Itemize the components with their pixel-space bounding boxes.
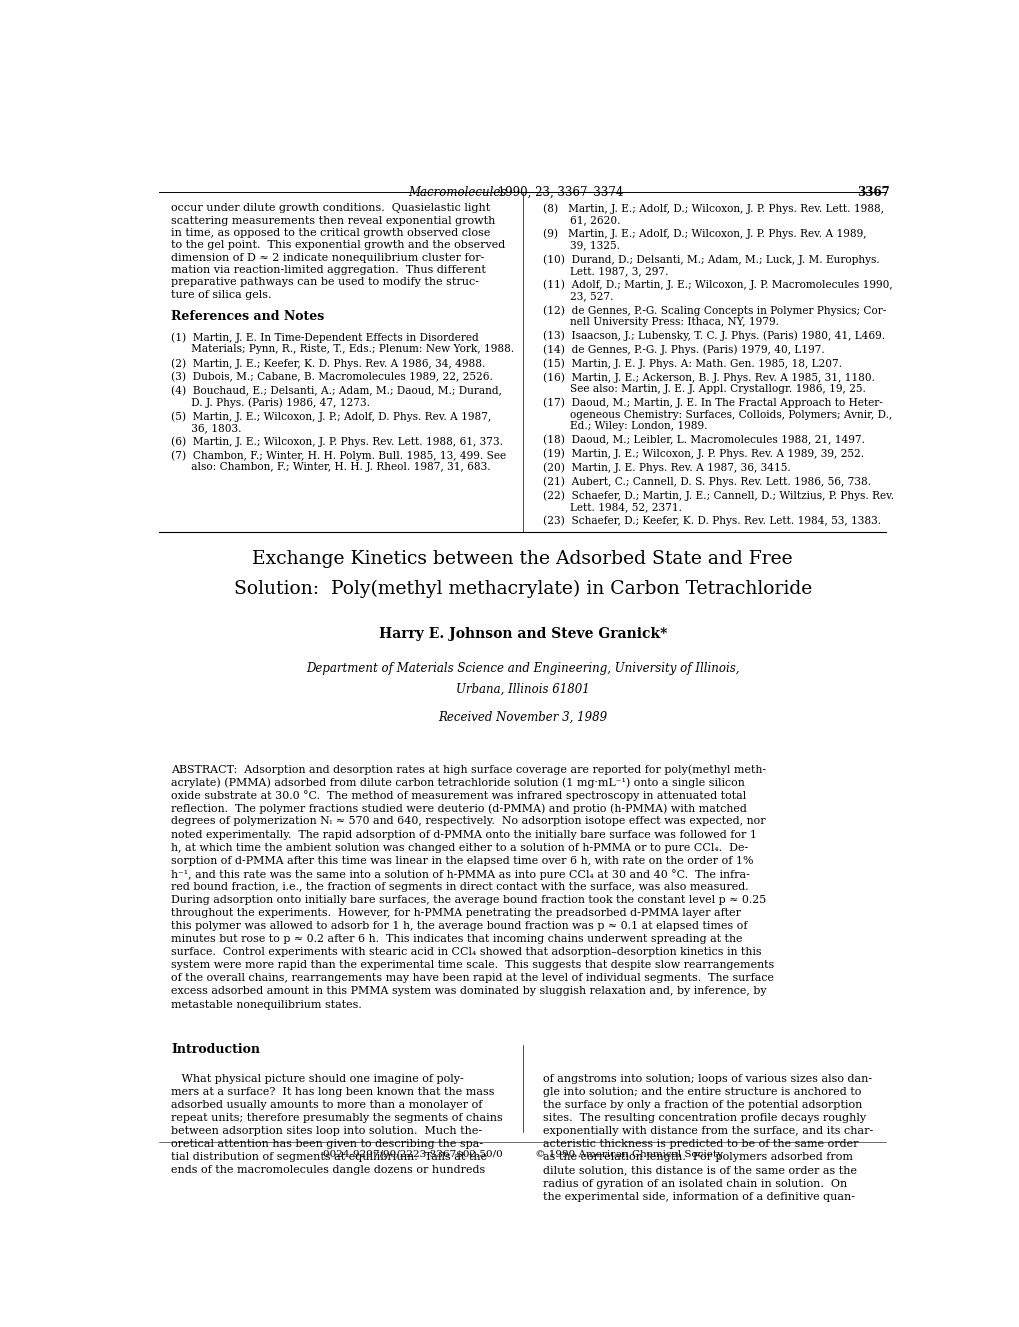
Text: dimension of D ≈ 2 indicate nonequilibrium cluster for-: dimension of D ≈ 2 indicate nonequilibri… — [171, 252, 484, 263]
Text: acrylate) (PMMA) adsorbed from dilute carbon tetrachloride solution (1 mg·mL⁻¹) : acrylate) (PMMA) adsorbed from dilute ca… — [171, 778, 744, 788]
Text: Received November 3, 1989: Received November 3, 1989 — [438, 711, 606, 725]
Text: Materials; Pynn, R., Riste, T., Eds.; Plenum: New York, 1988.: Materials; Pynn, R., Riste, T., Eds.; Pl… — [171, 344, 514, 354]
Text: of the overall chains, rearrangements may have been rapid at the level of indivi: of the overall chains, rearrangements ma… — [171, 974, 773, 983]
Text: ends of the macromolecules dangle dozens or hundreds: ends of the macromolecules dangle dozens… — [171, 1165, 485, 1176]
Text: (2)  Martin, J. E.; Keefer, K. D. Phys. Rev. A 1986, 34, 4988.: (2) Martin, J. E.; Keefer, K. D. Phys. R… — [171, 358, 485, 369]
Text: degrees of polymerization Nₗ ≈ 570 and 640, respectively.  No adsorption isotope: degrees of polymerization Nₗ ≈ 570 and 6… — [171, 816, 765, 827]
Text: (5)  Martin, J. E.; Wilcoxon, J. P.; Adolf, D. Phys. Rev. A 1987,: (5) Martin, J. E.; Wilcoxon, J. P.; Adol… — [171, 411, 491, 422]
Text: 1990, 23, 3367–3374: 1990, 23, 3367–3374 — [494, 186, 623, 199]
Text: the surface by only a fraction of the potential adsorption: the surface by only a fraction of the po… — [542, 1100, 861, 1111]
Text: 23, 527.: 23, 527. — [542, 292, 612, 301]
Text: (4)  Bouchaud, E.; Delsanti, A.; Adam, M.; Daoud, M.; Durand,: (4) Bouchaud, E.; Delsanti, A.; Adam, M.… — [171, 386, 501, 395]
Text: exponentially with distance from the surface, and its char-: exponentially with distance from the sur… — [542, 1127, 872, 1136]
Text: repeat units; therefore presumably the segments of chains: repeat units; therefore presumably the s… — [171, 1113, 502, 1123]
Text: sorption of d-PMMA after this time was linear in the elapsed time over 6 h, with: sorption of d-PMMA after this time was l… — [171, 856, 753, 865]
Text: metastable nonequilibrium states.: metastable nonequilibrium states. — [171, 999, 362, 1010]
Text: h⁻¹, and this rate was the same into a solution of h-PMMA as into pure CCl₄ at 3: h⁻¹, and this rate was the same into a s… — [171, 869, 749, 880]
Text: minutes but rose to p ≈ 0.2 after 6 h.  This indicates that incoming chains unde: minutes but rose to p ≈ 0.2 after 6 h. T… — [171, 934, 742, 945]
Text: 39, 1325.: 39, 1325. — [542, 240, 619, 251]
Text: also: Chambon, F.; Winter, H. H. J. Rheol. 1987, 31, 683.: also: Chambon, F.; Winter, H. H. J. Rheo… — [171, 462, 490, 472]
Text: ture of silica gels.: ture of silica gels. — [171, 289, 271, 300]
Text: Department of Materials Science and Engineering, University of Illinois,: Department of Materials Science and Engi… — [306, 662, 739, 675]
Text: (20)  Martin, J. E. Phys. Rev. A 1987, 36, 3415.: (20) Martin, J. E. Phys. Rev. A 1987, 36… — [542, 463, 790, 474]
Text: What physical picture should one imagine of poly-: What physical picture should one imagine… — [171, 1074, 464, 1084]
Text: D. J. Phys. (Paris) 1986, 47, 1273.: D. J. Phys. (Paris) 1986, 47, 1273. — [171, 397, 370, 407]
Text: References and Notes: References and Notes — [171, 311, 324, 322]
Text: (22)  Schaefer, D.; Martin, J. E.; Cannell, D.; Wiltzius, P. Phys. Rev.: (22) Schaefer, D.; Martin, J. E.; Cannel… — [542, 490, 893, 500]
Text: Solution:  Poly(methyl methacrylate) in Carbon Tetrachloride: Solution: Poly(methyl methacrylate) in C… — [233, 580, 811, 598]
Text: Introduction: Introduction — [171, 1043, 260, 1056]
Text: (21)  Aubert, C.; Cannell, D. S. Phys. Rev. Lett. 1986, 56, 738.: (21) Aubert, C.; Cannell, D. S. Phys. Re… — [542, 476, 870, 487]
Text: Harry E. Johnson and Steve Granick*: Harry E. Johnson and Steve Granick* — [378, 628, 666, 641]
Text: (10)  Durand, D.; Delsanti, M.; Adam, M.; Luck, J. M. Europhys.: (10) Durand, D.; Delsanti, M.; Adam, M.;… — [542, 255, 878, 265]
Text: (13)  Isaacson, J.; Lubensky, T. C. J. Phys. (Paris) 1980, 41, L469.: (13) Isaacson, J.; Lubensky, T. C. J. Ph… — [542, 330, 883, 341]
Text: (23)  Schaefer, D.; Keefer, K. D. Phys. Rev. Lett. 1984, 53, 1383.: (23) Schaefer, D.; Keefer, K. D. Phys. R… — [542, 516, 879, 527]
Text: noted experimentally.  The rapid adsorption of d-PMMA onto the initially bare su: noted experimentally. The rapid adsorpti… — [171, 829, 756, 840]
Text: (15)  Martin, J. E. J. Phys. A: Math. Gen. 1985, 18, L207.: (15) Martin, J. E. J. Phys. A: Math. Gen… — [542, 358, 841, 369]
Text: Exchange Kinetics between the Adsorbed State and Free: Exchange Kinetics between the Adsorbed S… — [252, 549, 793, 568]
Text: (8)   Martin, J. E.; Adolf, D.; Wilcoxon, J. P. Phys. Rev. Lett. 1988,: (8) Martin, J. E.; Adolf, D.; Wilcoxon, … — [542, 203, 882, 214]
Text: nell University Press: Ithaca, NY, 1979.: nell University Press: Ithaca, NY, 1979. — [542, 317, 777, 328]
Text: scattering measurements then reveal exponential growth: scattering measurements then reveal expo… — [171, 215, 495, 226]
Text: (9)   Martin, J. E.; Adolf, D.; Wilcoxon, J. P. Phys. Rev. A 1989,: (9) Martin, J. E.; Adolf, D.; Wilcoxon, … — [542, 228, 865, 239]
Text: reflection.  The polymer fractions studied were deuterio (d-PMMA) and protio (h-: reflection. The polymer fractions studie… — [171, 803, 746, 813]
Text: excess adsorbed amount in this PMMA system was dominated by sluggish relaxation : excess adsorbed amount in this PMMA syst… — [171, 986, 766, 997]
Text: See also: Martin, J. E. J. Appl. Crystallogr. 1986, 19, 25.: See also: Martin, J. E. J. Appl. Crystal… — [542, 384, 864, 394]
Text: radius of gyration of an isolated chain in solution.  On: radius of gyration of an isolated chain … — [542, 1178, 846, 1189]
Text: surface.  Control experiments with stearic acid in CCl₄ showed that adsorption–d: surface. Control experiments with steari… — [171, 947, 761, 957]
Text: (12)  de Gennes, P.-G. Scaling Concepts in Polymer Physics; Cor-: (12) de Gennes, P.-G. Scaling Concepts i… — [542, 305, 884, 316]
Text: 3367: 3367 — [856, 186, 889, 199]
Text: in time, as opposed to the critical growth observed close: in time, as opposed to the critical grow… — [171, 228, 490, 238]
Text: this polymer was allowed to adsorb for 1 h, the average bound fraction was p ≈ 0: this polymer was allowed to adsorb for 1… — [171, 921, 747, 932]
Text: During adsorption onto initially bare surfaces, the average bound fraction took : During adsorption onto initially bare su… — [171, 894, 765, 905]
Text: gle into solution; and the entire structure is anchored to: gle into solution; and the entire struct… — [542, 1087, 860, 1097]
Text: acteristic thickness is predicted to be of the same order: acteristic thickness is predicted to be … — [542, 1140, 857, 1149]
Text: 61, 2620.: 61, 2620. — [542, 215, 620, 226]
Text: throughout the experiments.  However, for h-PMMA penetrating the preadsorbed d-P: throughout the experiments. However, for… — [171, 908, 740, 918]
Text: the experimental side, information of a definitive quan-: the experimental side, information of a … — [542, 1192, 854, 1202]
Text: between adsorption sites loop into solution.  Much the-: between adsorption sites loop into solut… — [171, 1127, 482, 1136]
Text: mers at a surface?  It has long been known that the mass: mers at a surface? It has long been know… — [171, 1087, 494, 1097]
Text: (19)  Martin, J. E.; Wilcoxon, J. P. Phys. Rev. A 1989, 39, 252.: (19) Martin, J. E.; Wilcoxon, J. P. Phys… — [542, 449, 863, 459]
Text: (6)  Martin, J. E.; Wilcoxon, J. P. Phys. Rev. Lett. 1988, 61, 373.: (6) Martin, J. E.; Wilcoxon, J. P. Phys.… — [171, 437, 502, 447]
Text: dilute solution, this distance is of the same order as the: dilute solution, this distance is of the… — [542, 1165, 856, 1176]
Text: (1)  Martin, J. E. In Time-Dependent Effects in Disordered: (1) Martin, J. E. In Time-Dependent Effe… — [171, 333, 478, 344]
Text: (14)  de Gennes, P.-G. J. Phys. (Paris) 1979, 40, L197.: (14) de Gennes, P.-G. J. Phys. (Paris) 1… — [542, 345, 823, 356]
Text: ABSTRACT:  Adsorption and desorption rates at high surface coverage are reported: ABSTRACT: Adsorption and desorption rate… — [171, 764, 765, 775]
Text: (3)  Dubois, M.; Cabane, B. Macromolecules 1989, 22, 2526.: (3) Dubois, M.; Cabane, B. Macromolecule… — [171, 372, 492, 382]
Text: Lett. 1987, 3, 297.: Lett. 1987, 3, 297. — [542, 265, 667, 276]
Text: (7)  Chambon, F.; Winter, H. H. Polym. Bull. 1985, 13, 499. See: (7) Chambon, F.; Winter, H. H. Polym. Bu… — [171, 451, 505, 460]
Text: red bound fraction, i.e., the fraction of segments in direct contact with the su: red bound fraction, i.e., the fraction o… — [171, 882, 748, 892]
Text: 0024-9297/90/2223-3367$02.50/0          © 1990 American Chemical Society: 0024-9297/90/2223-3367$02.50/0 © 1990 Am… — [322, 1151, 722, 1160]
Text: Urbana, Illinois 61801: Urbana, Illinois 61801 — [455, 682, 589, 695]
Text: ogeneous Chemistry: Surfaces, Colloids, Polymers; Avnir, D.,: ogeneous Chemistry: Surfaces, Colloids, … — [542, 410, 891, 419]
Text: (18)  Daoud, M.; Leibler, L. Macromolecules 1988, 21, 1497.: (18) Daoud, M.; Leibler, L. Macromolecul… — [542, 435, 864, 446]
Text: to the gel point.  This exponential growth and the observed: to the gel point. This exponential growt… — [171, 240, 504, 251]
Text: (16)  Martin, J. E.; Ackerson, B. J. Phys. Rev. A 1985, 31, 1180.: (16) Martin, J. E.; Ackerson, B. J. Phys… — [542, 373, 873, 384]
Text: as the correlation length.  For polymers adsorbed from: as the correlation length. For polymers … — [542, 1152, 852, 1162]
Text: mation via reaction-limited aggregation.  Thus different: mation via reaction-limited aggregation.… — [171, 265, 485, 275]
Text: h, at which time the ambient solution was changed either to a solution of h-PMMA: h, at which time the ambient solution wa… — [171, 843, 748, 853]
Text: of angstroms into solution; loops of various sizes also dan-: of angstroms into solution; loops of var… — [542, 1074, 871, 1084]
Text: (17)  Daoud, M.; Martin, J. E. In The Fractal Approach to Heter-: (17) Daoud, M.; Martin, J. E. In The Fra… — [542, 398, 881, 409]
Text: tial distribution of segments at equilibrium.  Tails at the: tial distribution of segments at equilib… — [171, 1152, 487, 1162]
Text: adsorbed usually amounts to more than a monolayer of: adsorbed usually amounts to more than a … — [171, 1100, 482, 1111]
Text: Lett. 1984, 52, 2371.: Lett. 1984, 52, 2371. — [542, 502, 681, 512]
Text: occur under dilute growth conditions.  Quasielastic light: occur under dilute growth conditions. Qu… — [171, 203, 490, 214]
Text: (11)  Adolf, D.; Martin, J. E.; Wilcoxon, J. P. Macromolecules 1990,: (11) Adolf, D.; Martin, J. E.; Wilcoxon,… — [542, 280, 892, 291]
Text: preparative pathways can be used to modify the struc-: preparative pathways can be used to modi… — [171, 277, 479, 287]
Text: sites.  The resulting concentration profile decays roughly: sites. The resulting concentration profi… — [542, 1113, 865, 1123]
Text: Macromolecules: Macromolecules — [408, 186, 506, 199]
Text: system were more rapid than the experimental time scale.  This suggests that des: system were more rapid than the experime… — [171, 961, 773, 970]
Text: oxide substrate at 30.0 °C.  The method of measurement was infrared spectroscopy: oxide substrate at 30.0 °C. The method o… — [171, 791, 746, 802]
Text: Ed.; Wiley: London, 1989.: Ed.; Wiley: London, 1989. — [542, 422, 706, 431]
Text: 36, 1803.: 36, 1803. — [171, 423, 242, 433]
Text: oretical attention has been given to describing the spa-: oretical attention has been given to des… — [171, 1140, 483, 1149]
